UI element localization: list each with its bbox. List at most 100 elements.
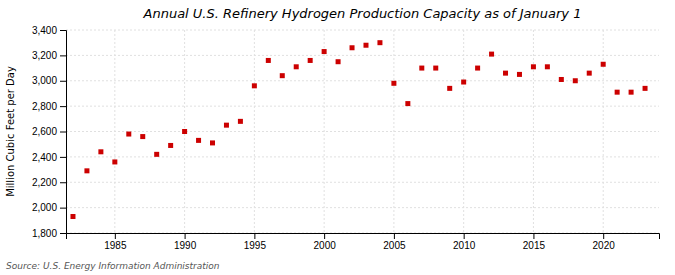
point [643, 86, 648, 91]
tick: 2,400 [32, 152, 66, 163]
tick-label: 1,800 [32, 228, 57, 239]
tick-mark [60, 208, 66, 209]
tick-mark [394, 233, 395, 239]
point [489, 52, 494, 57]
point [475, 66, 480, 71]
tick-mark [60, 233, 66, 234]
tick: 2015 [523, 233, 546, 251]
axis-line [67, 234, 660, 240]
tick: 2020 [593, 233, 616, 251]
point [322, 49, 327, 54]
grid-line [393, 30, 394, 233]
tick: 2,000 [32, 202, 66, 213]
point [405, 101, 410, 106]
tick-label: 2,200 [32, 177, 57, 188]
tick-mark [115, 233, 116, 239]
tick-label: 2,000 [32, 202, 57, 213]
tick-mark [60, 132, 66, 133]
point [294, 64, 299, 69]
point [70, 214, 75, 219]
tick-mark [60, 182, 66, 183]
y-axis-title: Million Cubic Feet per Day [5, 66, 16, 197]
grid-line [114, 30, 115, 233]
tick-mark [603, 233, 604, 239]
point [196, 138, 201, 143]
point [266, 58, 271, 63]
grid-line [66, 131, 659, 132]
grid-line [533, 30, 534, 233]
tick-mark [60, 30, 66, 31]
tick-mark [60, 55, 66, 56]
tick: 3,000 [32, 75, 66, 86]
x-axis: 19851990199520002005201020152020 [67, 233, 660, 251]
point [419, 66, 424, 71]
point [391, 81, 396, 86]
point [531, 64, 536, 69]
tick-label: 3,200 [32, 50, 57, 61]
point [168, 143, 173, 148]
grid [66, 30, 659, 233]
point [601, 62, 606, 67]
point [615, 90, 620, 95]
point [461, 80, 466, 85]
point [238, 119, 243, 124]
tick: 2,800 [32, 101, 66, 112]
point [559, 77, 564, 82]
tick-mark [60, 81, 66, 82]
axis-line [60, 31, 67, 234]
y-axis: 1,800 2,000 2,200 2,400 2,600 2,800 3,000 3,200… [32, 25, 67, 239]
tick-label: 1990 [174, 240, 197, 251]
tick-label: 2010 [453, 240, 476, 251]
tick: 2010 [453, 233, 476, 251]
tick: 2,600 [32, 126, 66, 137]
point [336, 59, 341, 64]
tick-label: 2,800 [32, 101, 57, 112]
point [629, 90, 634, 95]
point [126, 132, 131, 137]
tick-mark [60, 157, 66, 158]
point [350, 45, 355, 50]
tick-mark [254, 233, 255, 239]
tick: 3,400 [32, 25, 66, 36]
point [377, 40, 382, 45]
points [70, 40, 647, 219]
tick-label: 2,600 [32, 126, 57, 137]
tick: 1995 [244, 233, 267, 251]
tick-mark [324, 233, 325, 239]
chart: 198519901995200020052010201520201,8002,0… [0, 0, 675, 275]
point [517, 72, 522, 77]
tick-label: 2000 [314, 240, 337, 251]
tick-label: 3,400 [32, 25, 57, 36]
tick-label: 2,400 [32, 152, 57, 163]
point [140, 134, 145, 139]
point [573, 78, 578, 83]
point [280, 73, 285, 78]
tick-mark [533, 233, 534, 239]
tick-mark [185, 233, 186, 239]
tick-label: 2015 [523, 240, 546, 251]
annotation: Source: U.S. Energy Information Administ… [6, 261, 220, 271]
point [363, 43, 368, 48]
point [210, 140, 215, 145]
point [98, 149, 103, 154]
point [182, 129, 187, 134]
tick-label: 1985 [104, 240, 127, 251]
title: Annual U.S. Refinery Hydrogen Production… [143, 6, 582, 21]
point [545, 64, 550, 69]
grid-line [66, 30, 659, 31]
point [224, 123, 229, 128]
point [308, 58, 313, 63]
tick: 1985 [104, 233, 127, 251]
point [84, 168, 89, 173]
tick: 2000 [314, 233, 337, 251]
point [447, 86, 452, 91]
point [154, 152, 159, 157]
point [587, 71, 592, 76]
grid-line [324, 30, 325, 233]
grid-line [66, 182, 659, 183]
point [503, 71, 508, 76]
grid-line [603, 30, 604, 233]
tick: 1990 [174, 233, 197, 251]
grid-line [66, 55, 659, 56]
tick-mark [464, 233, 465, 239]
